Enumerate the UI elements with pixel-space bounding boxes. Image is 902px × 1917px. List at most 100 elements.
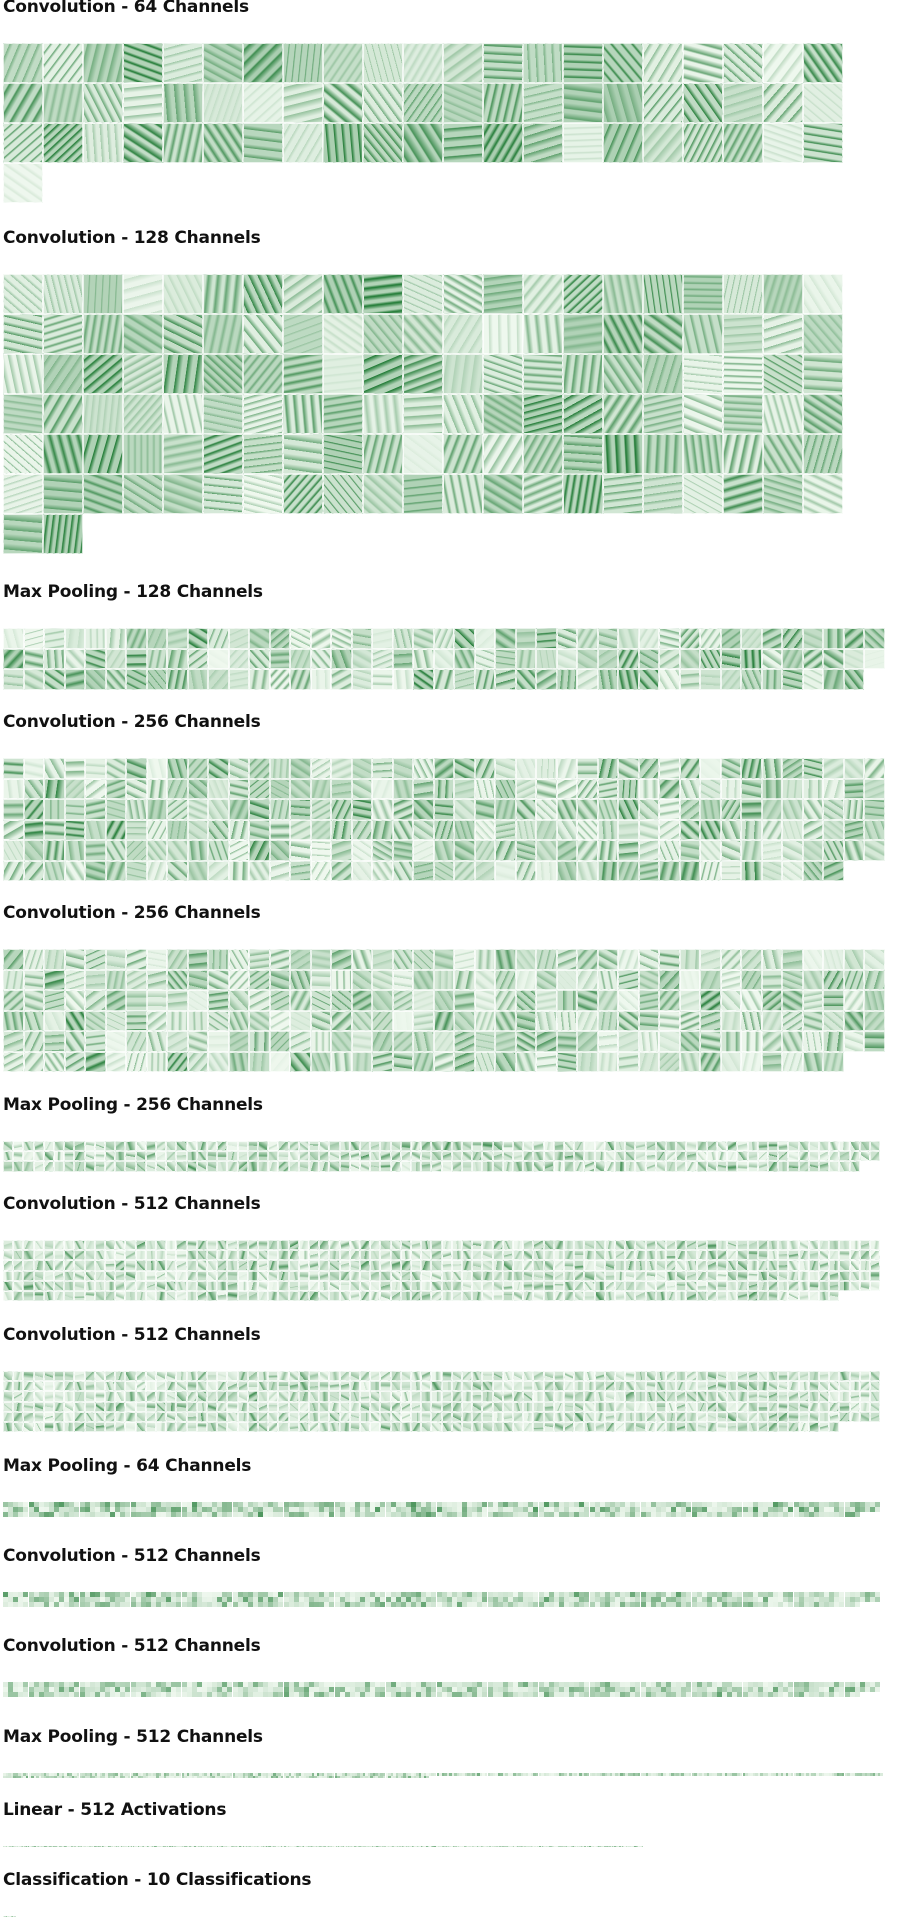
activation-map xyxy=(462,1422,473,1433)
activation-map xyxy=(178,1846,180,1848)
activation-map xyxy=(311,1846,313,1848)
activation-map xyxy=(329,1291,340,1302)
activation-map xyxy=(727,1422,738,1433)
activation-map xyxy=(283,83,323,123)
activation-map xyxy=(273,1846,275,1848)
activation-map xyxy=(553,1422,564,1433)
activation-map xyxy=(411,1240,422,1251)
activation-map xyxy=(336,1846,338,1848)
activation-map xyxy=(46,1846,48,1848)
activation-map xyxy=(502,1502,508,1508)
activation-map xyxy=(273,1773,276,1776)
activation-map xyxy=(604,1151,615,1162)
activation-map xyxy=(849,1597,855,1603)
activation-map xyxy=(502,1240,513,1251)
activation-map xyxy=(249,1010,270,1031)
activation-map xyxy=(375,1846,377,1848)
activation-map xyxy=(93,1846,95,1848)
activation-map xyxy=(84,1161,95,1172)
activation-map xyxy=(734,1773,738,1776)
activation-map xyxy=(167,799,188,820)
activation-map xyxy=(757,1391,768,1402)
activation-map xyxy=(392,949,413,970)
activation-map xyxy=(403,314,443,354)
activation-map xyxy=(864,949,885,970)
activation-map xyxy=(666,1250,677,1261)
activation-map xyxy=(288,1602,294,1608)
activation-map xyxy=(487,1773,491,1776)
activation-map xyxy=(64,1775,67,1779)
activation-map xyxy=(633,1846,635,1848)
activation-map xyxy=(79,1692,85,1698)
activation-map xyxy=(217,1141,228,1152)
activation-map xyxy=(615,1151,626,1162)
activation-map xyxy=(529,1846,531,1848)
activation-map xyxy=(360,1597,366,1603)
activation-map xyxy=(101,1846,103,1848)
activation-map xyxy=(222,1602,228,1608)
activation-map xyxy=(768,1422,779,1433)
activation-map xyxy=(742,1773,746,1776)
activation-map xyxy=(125,1846,127,1848)
activation-map xyxy=(181,1692,187,1698)
activation-map xyxy=(553,1682,559,1688)
activation-map xyxy=(84,1240,95,1251)
activation-map xyxy=(638,990,659,1011)
activation-map xyxy=(741,969,762,990)
activation-map xyxy=(737,1250,748,1261)
activation-map xyxy=(523,1682,529,1688)
activation-map xyxy=(34,1846,36,1848)
activation-map xyxy=(306,1775,309,1779)
activation-map xyxy=(475,1846,477,1848)
activation-map xyxy=(314,1687,320,1693)
activation-map xyxy=(203,83,243,123)
activation-map xyxy=(627,1773,631,1776)
activation-map xyxy=(191,1775,195,1779)
activation-map xyxy=(603,123,643,163)
activation-map xyxy=(214,1773,218,1776)
activation-map xyxy=(375,1692,381,1698)
activation-map xyxy=(686,1411,697,1422)
activation-map xyxy=(441,1270,452,1281)
activation-map xyxy=(584,1270,595,1281)
activation-map xyxy=(247,1411,258,1422)
activation-map xyxy=(441,1161,452,1172)
activation-map xyxy=(630,1846,632,1848)
activation-map xyxy=(64,860,85,881)
activation-map xyxy=(513,1141,524,1152)
activation-map xyxy=(862,1773,865,1776)
activation-map xyxy=(676,1161,687,1172)
activation-map xyxy=(126,778,147,799)
activation-map xyxy=(203,434,243,474)
activation-map xyxy=(305,1846,307,1848)
activation-map xyxy=(819,1692,825,1698)
activation-map xyxy=(85,1846,87,1848)
activation-map xyxy=(615,1773,618,1776)
activation-map xyxy=(696,1391,707,1402)
activation-map xyxy=(421,1270,432,1281)
activation-map xyxy=(115,1401,126,1412)
activation-map xyxy=(405,1507,411,1513)
activation-map xyxy=(824,1597,830,1603)
activation-map xyxy=(723,274,763,314)
activation-map xyxy=(737,1371,748,1382)
activation-map xyxy=(168,1773,172,1776)
activation-map xyxy=(613,1846,615,1848)
activation-map xyxy=(599,1502,605,1508)
activation-map xyxy=(660,1592,666,1598)
activation-map xyxy=(722,1592,728,1598)
activation-map xyxy=(3,1010,24,1031)
activation-map xyxy=(145,1411,156,1422)
activation-map xyxy=(516,1846,518,1848)
activation-map xyxy=(273,1682,279,1688)
activation-map xyxy=(752,1592,758,1598)
activation-map xyxy=(310,1031,331,1052)
activation-map xyxy=(314,1692,320,1698)
activation-map xyxy=(268,1422,279,1433)
activation-map xyxy=(553,1411,564,1422)
activation-map xyxy=(84,1773,88,1776)
activation-map xyxy=(115,1161,126,1172)
activation-map xyxy=(187,949,208,970)
activation-map xyxy=(288,1682,294,1688)
activation-map xyxy=(418,1846,420,1848)
